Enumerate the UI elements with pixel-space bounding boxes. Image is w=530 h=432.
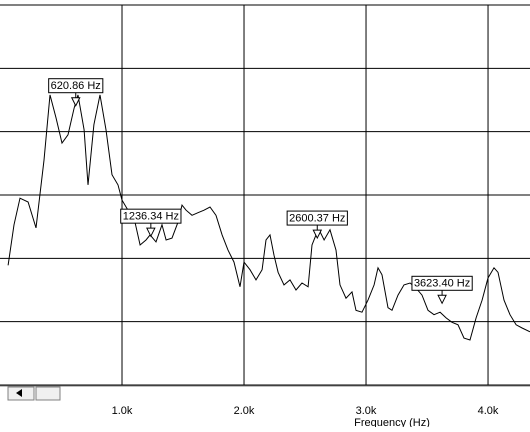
annotation-label: 1236.34 Hz	[123, 211, 179, 223]
scroll-left-arrow	[16, 389, 22, 397]
x-tick-label: 3.0k	[356, 405, 377, 417]
annotation-box	[120, 208, 182, 224]
scroll-thumb[interactable]	[35, 386, 61, 401]
scrollbar	[0, 385, 530, 401]
x-tick-label: 1.0k	[112, 405, 133, 417]
annotation-label: 3623.40 Hz	[414, 278, 470, 290]
peak-marker	[146, 227, 156, 238]
x-tick-label: 4.0k	[478, 405, 499, 417]
x-tick-label: 2.0k	[234, 405, 255, 417]
annotation-box	[48, 78, 104, 94]
annotation-box	[411, 275, 473, 291]
annotation-label: 2600.37 Hz	[289, 212, 345, 224]
spectrum-line	[7, 94, 530, 341]
annotation-label: 620.86 Hz	[51, 80, 101, 92]
x-axis-label: Frequency (Hz)	[354, 417, 430, 427]
peak-marker	[312, 229, 323, 240]
annotation-box	[286, 210, 348, 226]
